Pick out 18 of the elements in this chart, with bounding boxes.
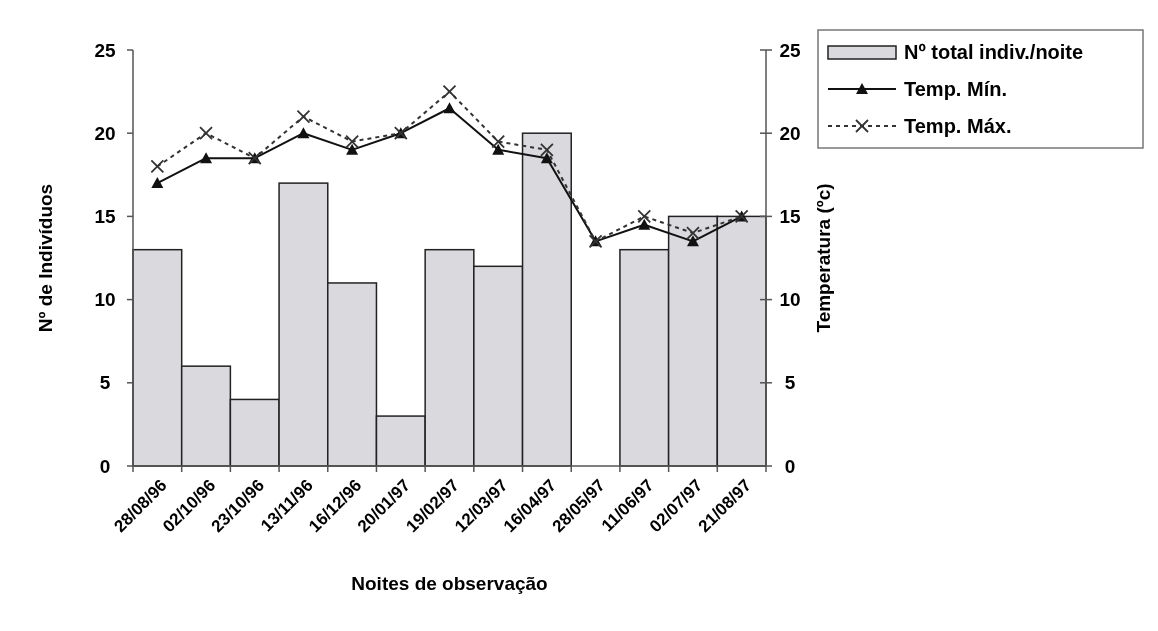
y-tick-label: 25	[94, 39, 116, 61]
y2-tick-label: 0	[784, 455, 796, 477]
y-tick-label: 0	[99, 455, 111, 477]
y2-tick-label: 25	[779, 39, 801, 61]
x-axis-title: Noites de observação	[351, 573, 548, 594]
y-tick-label: 5	[99, 372, 111, 394]
y-tick-label: 20	[94, 122, 116, 144]
y2-tick-label: 10	[779, 289, 801, 311]
legend-label: Nº total indiv./noite	[904, 41, 1084, 63]
y2-tick-label: 5	[784, 372, 796, 394]
y2-tick-label: 20	[779, 122, 801, 144]
legend-label: Temp. Máx.	[904, 115, 1012, 137]
legend-label: Temp. Mín.	[904, 78, 1007, 100]
y2-axis-title: Temperatura (ºc)	[813, 183, 834, 333]
y-tick-label: 10	[94, 289, 116, 311]
y-axis-title: Nº de Indivíduos	[35, 183, 56, 333]
y2-tick-label: 15	[779, 206, 801, 228]
y-tick-label: 15	[94, 206, 116, 228]
